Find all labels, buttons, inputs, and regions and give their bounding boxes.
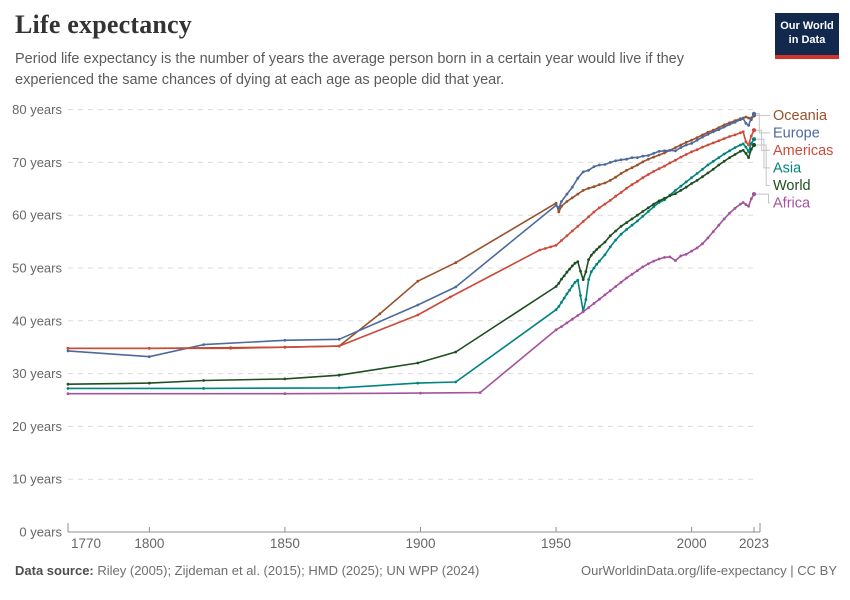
page-title: Life expectancy: [15, 10, 193, 39]
legend-connector-Europe: [756, 113, 770, 134]
y-tick-label-20: 20 years: [12, 419, 62, 434]
series-line-Asia[interactable]: [67, 138, 755, 390]
series-points-Europe: [66, 111, 757, 359]
chart-footer: Data source: Riley (2005); Zijdeman et a…: [15, 563, 837, 578]
legend-connector-Asia: [756, 138, 770, 169]
chart-header: Life expectancy Period life expectancy i…: [15, 10, 755, 90]
x-tick-label-1950: 1950: [541, 536, 571, 551]
x-tick-label-1900: 1900: [405, 536, 435, 551]
y-tick-label-40: 40 years: [12, 313, 62, 328]
data-source-value: Riley (2005); Zijdeman et al. (2015); HM…: [93, 563, 480, 578]
chart-subtitle: Period life expectancy is the number of …: [15, 51, 684, 88]
owid-logo[interactable]: Our World in Data: [775, 13, 839, 59]
x-tick-label-2000: 2000: [677, 536, 707, 551]
legend-connector-Africa: [756, 193, 770, 204]
legend-label-Oceania[interactable]: Oceania: [773, 108, 828, 124]
series-points-Oceania: [66, 113, 757, 350]
attribution-link[interactable]: OurWorldinData.org/life-expectancy | CC …: [580, 563, 837, 578]
y-tick-label-60: 60 years: [12, 208, 62, 223]
owid-logo-line1: Our World: [780, 20, 834, 33]
y-tick-label-10: 10 years: [12, 472, 62, 487]
legend-label-Africa[interactable]: Africa: [773, 196, 811, 212]
data-source-note: Data source: Riley (2005); Zijdeman et a…: [15, 563, 479, 578]
x-tick-label-1770: 1770: [71, 536, 101, 551]
owid-logo-line2: in Data: [788, 34, 826, 46]
series-line-Americas[interactable]: [67, 129, 755, 350]
y-tick-label-70: 70 years: [12, 155, 62, 170]
x-tick-label-2023: 2023: [739, 536, 769, 551]
y-tick-label-50: 50 years: [12, 261, 62, 276]
x-tick-label-1850: 1850: [270, 536, 300, 551]
y-tick-label-30: 30 years: [12, 366, 62, 381]
series-points-Africa: [66, 192, 757, 396]
x-tick-label-1800: 1800: [134, 536, 164, 551]
data-source-label: Data source:: [15, 563, 94, 578]
series-points-Americas: [66, 128, 757, 350]
legend-connector-World: [756, 144, 770, 186]
line-chart[interactable]: 0 years 10 years 20 years 30 years 40 years 5…: [0, 90, 850, 560]
series-points-Asia: [66, 137, 757, 390]
series-line-Oceania[interactable]: [67, 114, 755, 350]
series-line-Europe[interactable]: [67, 113, 755, 358]
legend-label-Americas[interactable]: Americas: [773, 143, 833, 159]
legend-label-World[interactable]: World: [773, 178, 811, 194]
series-points-World: [66, 142, 757, 386]
y-tick-label-80: 80 years: [12, 102, 62, 117]
legend-label-Asia[interactable]: Asia: [773, 161, 802, 177]
legend-label-Europe[interactable]: Europe: [773, 126, 820, 142]
y-tick-label-0: 0 years: [19, 525, 62, 540]
